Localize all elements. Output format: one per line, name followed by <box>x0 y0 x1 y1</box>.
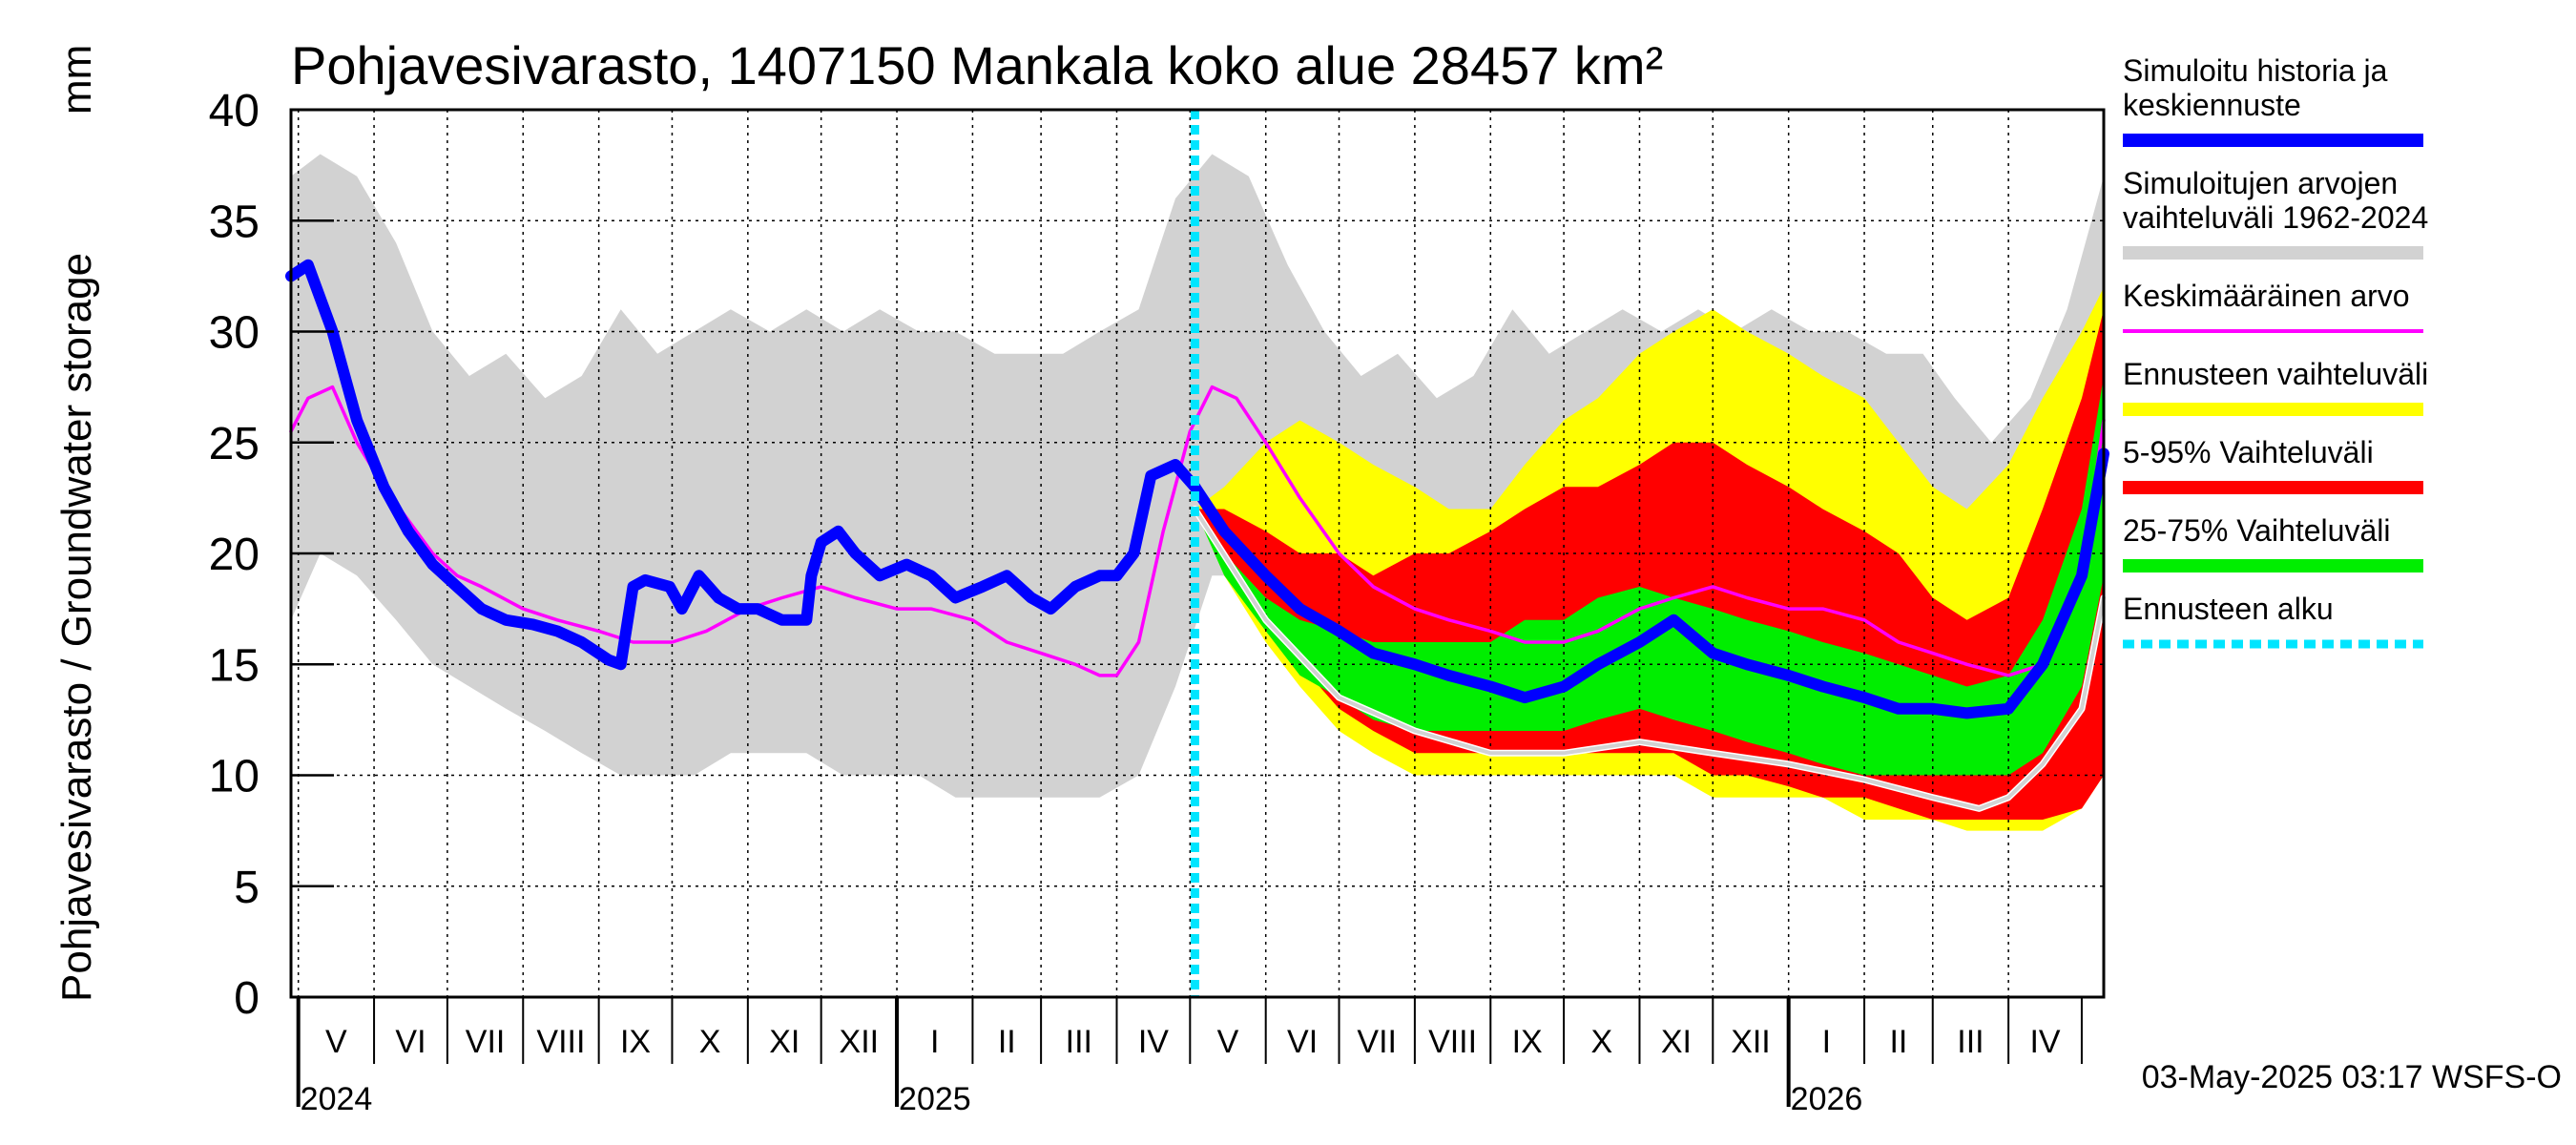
month-label: VIII <box>536 1024 585 1060</box>
month-label: VI <box>1287 1024 1318 1060</box>
month-label: I <box>1822 1024 1831 1060</box>
min-trace-line <box>1193 507 2106 811</box>
legend-label: Simuloitujen arvojen <box>2123 166 2398 200</box>
month-label: V <box>1217 1024 1239 1060</box>
mean-line <box>289 385 2106 677</box>
month-label: X <box>699 1024 721 1060</box>
month-label: III <box>1957 1024 1984 1060</box>
y-tick-label: 5 <box>234 863 260 913</box>
y-axis-label: Pohjavesivarasto / Groundwater storage <box>53 253 100 1002</box>
legend-label: keskiennuste <box>2123 88 2301 122</box>
y-tick-label: 40 <box>209 86 260 136</box>
legend-label: 25-75% Vaihteluväli <box>2123 513 2390 548</box>
legend-label: Simuloitu historia ja <box>2123 53 2388 88</box>
x-axis: V VI VII VIII IX X XI XII I II III IV V VI VII VIII IX X X… <box>296 997 2083 1117</box>
month-label: II <box>998 1024 1016 1060</box>
month-label: IV <box>2029 1024 2060 1060</box>
legend-label: 5-95% Vaihteluväli <box>2123 435 2374 469</box>
y-tick-label: 30 <box>209 308 260 359</box>
plot-area <box>285 108 2109 999</box>
chart-title: Pohjavesivarasto, 1407150 Mankala koko a… <box>291 35 1663 95</box>
month-label: IV <box>1138 1024 1169 1060</box>
year-label: 2024 <box>301 1081 373 1117</box>
p25-75-band <box>1195 376 2104 776</box>
month-label: V <box>325 1024 347 1060</box>
month-label: IX <box>620 1024 651 1060</box>
grid <box>291 109 2104 997</box>
month-label: VIII <box>1428 1024 1477 1060</box>
month-label: XII <box>840 1024 880 1060</box>
month-label: IX <box>1512 1024 1543 1060</box>
month-label: VII <box>466 1024 506 1060</box>
legend-label: Ennusteen alku <box>2123 592 2334 626</box>
month-label: VI <box>395 1024 426 1060</box>
y-tick-label: 25 <box>209 419 260 469</box>
year-label: 2025 <box>899 1081 971 1117</box>
month-label: XII <box>1731 1024 1771 1060</box>
y-tick-label: 15 <box>209 640 260 691</box>
year-label: 2026 <box>1791 1081 1863 1117</box>
timestamp-footer: 03-May-2025 03:17 WSFS-O <box>2142 1059 2562 1095</box>
legend-label: Ennusteen vaihteluväli <box>2123 357 2428 391</box>
y-tick-label: 35 <box>209 197 260 247</box>
y-tick-label: 0 <box>234 973 260 1024</box>
legend-label: Keskimääräinen arvo <box>2123 279 2410 313</box>
month-label: II <box>1889 1024 1907 1060</box>
month-label: XI <box>1661 1024 1692 1060</box>
y-axis: 0 5 10 15 20 25 30 35 40 <box>209 86 334 1024</box>
month-label: III <box>1066 1024 1092 1060</box>
month-label: I <box>930 1024 939 1060</box>
legend-label: vaihteluväli 1962-2024 <box>2123 200 2428 235</box>
month-label: X <box>1590 1024 1612 1060</box>
y-tick-label: 10 <box>209 752 260 802</box>
y-axis-unit: mm <box>53 45 100 114</box>
month-label: VII <box>1357 1024 1397 1060</box>
y-tick-label: 20 <box>209 530 260 580</box>
month-label: XI <box>769 1024 800 1060</box>
history-line <box>285 259 2109 719</box>
